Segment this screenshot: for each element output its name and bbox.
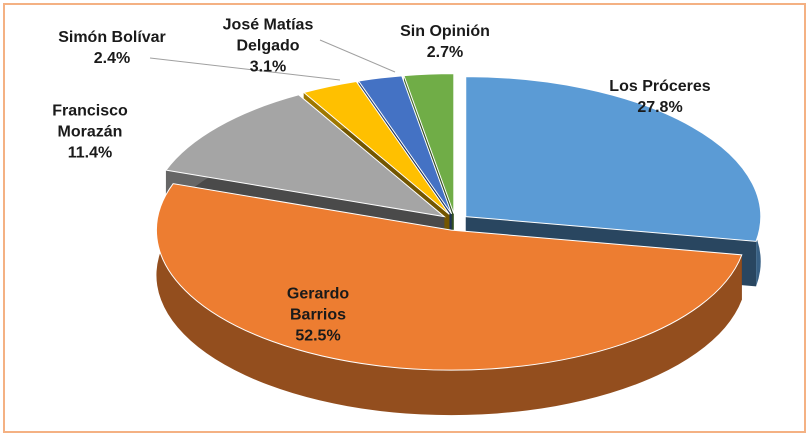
data-label: Simón Bolívar 2.4%	[37, 27, 187, 69]
slice-wall	[156, 183, 742, 416]
slice-top	[357, 75, 453, 215]
value-label: 27.8%	[637, 99, 683, 116]
category-label: Gerardo Barrios	[286, 285, 350, 324]
data-label: Sin Opinión 2.7%	[370, 21, 520, 63]
data-label: José Matías Delgado 3.1%	[213, 15, 323, 78]
value-label: 2.4%	[93, 50, 131, 67]
leader-line	[319, 39, 396, 73]
slice-top	[403, 73, 455, 214]
slice-top	[302, 80, 450, 215]
data-label: Los Próceres 27.8%	[585, 76, 735, 118]
value-label: 11.4%	[67, 144, 113, 162]
category-label: José Matías Delgado	[222, 16, 314, 55]
value-label: 2.7%	[426, 44, 464, 61]
leader-line	[149, 57, 341, 81]
data-label: Gerardo Barrios 52.5%	[278, 284, 358, 347]
category-label: Sin Opinión	[400, 23, 490, 40]
category-label: Los Próceres	[609, 78, 711, 95]
value-label: 52.5%	[295, 327, 341, 345]
pie-slice	[155, 183, 743, 416]
slice-top	[165, 94, 446, 218]
value-label: 3.1%	[249, 58, 287, 76]
slice-top	[465, 76, 762, 242]
slice-top	[155, 183, 743, 371]
data-label: Francisco Morazán 11.4%	[40, 101, 140, 164]
category-label: Simón Bolívar	[58, 29, 166, 46]
category-label: Francisco Morazán	[52, 102, 128, 141]
